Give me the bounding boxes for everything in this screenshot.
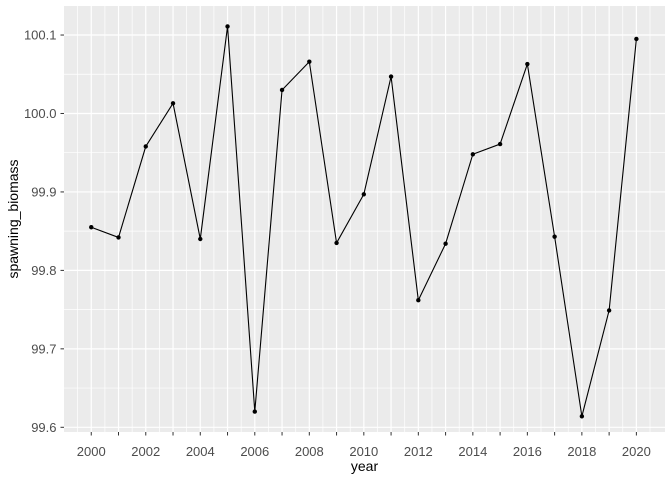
data-point	[279, 87, 285, 93]
y-axis-title: spawning_biomass	[5, 159, 21, 278]
y-tick-label: 99.8	[31, 263, 56, 278]
x-tick-label: 2018	[567, 444, 596, 459]
data-point	[388, 74, 394, 79]
data-point	[252, 409, 257, 414]
y-tick-label: 99.6	[31, 420, 56, 435]
x-tick-label: 2004	[186, 444, 215, 459]
y-tick-label: 99.7	[31, 341, 56, 356]
x-tick-label: 2020	[622, 444, 651, 459]
data-point	[497, 141, 503, 147]
x-tick-label: 2012	[404, 444, 433, 459]
x-tick-label: 2000	[77, 444, 106, 459]
data-point	[307, 59, 312, 64]
data-point	[225, 24, 230, 29]
data-point	[143, 144, 148, 149]
x-tick-label: 2008	[295, 444, 324, 459]
data-point	[89, 225, 94, 230]
data-point	[552, 234, 557, 239]
data-point	[634, 36, 639, 42]
data-point	[361, 192, 367, 197]
plot-panel-group: 2000 2002 2004 2006 2008 2010 2012 2014 2016 2018…	[24, 6, 665, 459]
y-tick-label: 99.9	[31, 184, 56, 199]
x-axis-title: year	[351, 458, 379, 474]
data-point	[416, 297, 421, 303]
x-tick-label: 2002	[131, 444, 160, 459]
x-tick-label: 2016	[513, 444, 542, 459]
data-point	[470, 152, 476, 157]
plot-panel	[64, 6, 665, 432]
x-tick-label: 2006	[240, 444, 269, 459]
data-point	[334, 240, 339, 246]
data-point	[525, 61, 530, 67]
x-tick-label: 2010	[349, 444, 378, 459]
y-tick-label: 100.1	[24, 28, 57, 43]
data-point	[443, 241, 448, 246]
data-point	[606, 308, 612, 313]
data-point	[579, 414, 585, 419]
x-tick-label: 2014	[458, 444, 487, 459]
y-tick-label: 100.0	[24, 106, 57, 121]
data-point	[170, 101, 176, 106]
data-point	[198, 236, 203, 242]
data-point	[116, 235, 121, 240]
